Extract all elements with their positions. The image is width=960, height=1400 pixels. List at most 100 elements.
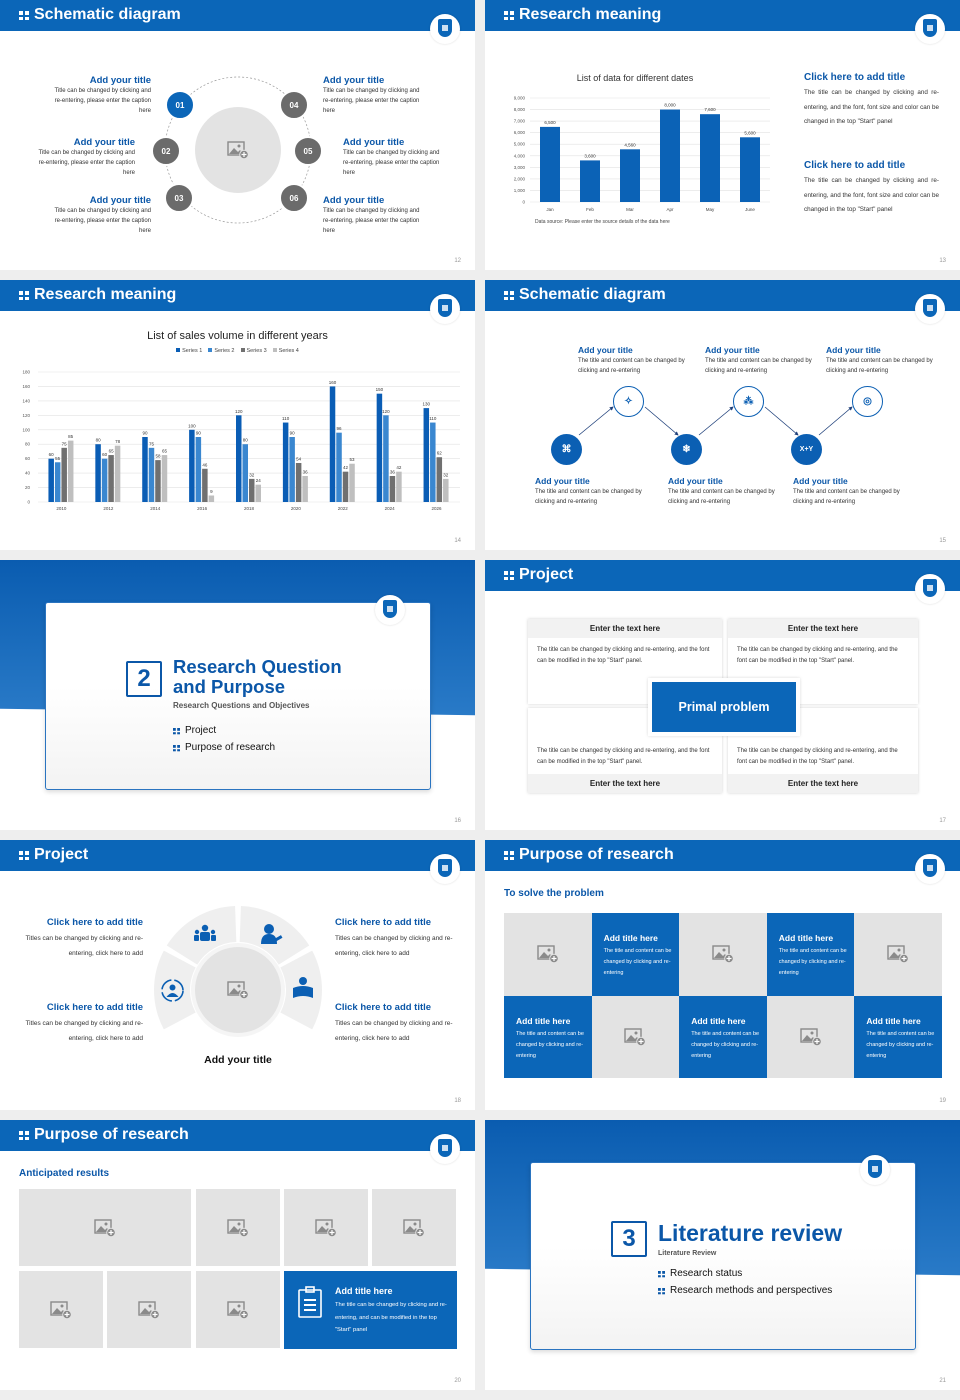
image-placeholder[interactable] bbox=[284, 1189, 368, 1266]
section-bullet[interactable]: Purpose of research bbox=[173, 742, 275, 753]
text-tile[interactable]: Add title here The title and content can … bbox=[854, 995, 942, 1078]
block-title[interactable]: Click here to add title bbox=[804, 160, 906, 171]
block-title[interactable]: Click here to add title bbox=[335, 1002, 432, 1013]
block-body: Title can be changed by clicking and re-… bbox=[323, 208, 420, 234]
block-title: Add your title bbox=[705, 345, 760, 355]
section-title-line2: and Purpose bbox=[173, 676, 286, 697]
section-card: 3 Literature review Literature Review Re… bbox=[530, 1155, 916, 1350]
center-image-placeholder[interactable] bbox=[195, 107, 281, 193]
center-image-placeholder[interactable] bbox=[195, 947, 281, 1033]
slide-20[interactable]: Purpose of research Anticipated results … bbox=[0, 1120, 475, 1390]
image-placeholder-icon bbox=[50, 1300, 72, 1319]
x-tick-label: Mar bbox=[626, 207, 634, 212]
x-tick-label: Feb bbox=[586, 207, 594, 212]
x-tick-label: May bbox=[706, 207, 715, 212]
image-placeholder[interactable] bbox=[372, 1189, 456, 1266]
page-number: 15 bbox=[939, 538, 946, 544]
image-placeholder[interactable] bbox=[19, 1189, 191, 1266]
bar-value-label: 54 bbox=[296, 457, 302, 462]
slide-21-section[interactable]: 3 Literature review Literature Review Re… bbox=[485, 1120, 960, 1390]
y-tick-label: 140 bbox=[22, 398, 30, 403]
image-placeholder-icon bbox=[138, 1300, 160, 1319]
image-placeholder[interactable] bbox=[504, 913, 592, 996]
image-placeholder[interactable] bbox=[196, 1271, 280, 1348]
bar-series-4 bbox=[396, 471, 402, 502]
block-title[interactable]: Click here to add title bbox=[46, 1002, 143, 1013]
bar-series-2 bbox=[242, 444, 248, 502]
data-source-note: Data source: Please enter the source det… bbox=[535, 219, 670, 225]
image-placeholder[interactable] bbox=[854, 913, 942, 996]
block-body: Titles can be changed by clicking and re… bbox=[335, 1020, 453, 1042]
arrow bbox=[818, 406, 853, 436]
image-placeholder[interactable] bbox=[766, 995, 855, 1078]
tile-body: The title and content can be changed by … bbox=[866, 1030, 935, 1059]
block-title[interactable]: Click here to add title bbox=[804, 72, 906, 83]
text-card[interactable]: The title can be changed by clicking and… bbox=[728, 708, 918, 793]
image-placeholder[interactable] bbox=[196, 1189, 280, 1266]
bar-series-2 bbox=[195, 437, 202, 502]
block-title[interactable]: Click here to add title bbox=[46, 917, 143, 928]
bullet-text: Project bbox=[185, 725, 217, 736]
image-placeholder[interactable] bbox=[19, 1271, 103, 1348]
molecule-icon: ⁂ bbox=[733, 386, 764, 417]
bar-value-label: 6,500 bbox=[544, 120, 556, 125]
section-bullet[interactable]: Project bbox=[173, 725, 216, 736]
card-body: The title can be changed by clicking and… bbox=[537, 647, 710, 664]
text-tile[interactable]: Add title here The title and content can … bbox=[766, 913, 855, 996]
step-circle-06: 06 bbox=[279, 183, 309, 213]
y-tick-label: 7,000 bbox=[514, 119, 526, 124]
bar-series-1 bbox=[236, 415, 242, 502]
block-body: The title and content can be changed by … bbox=[826, 358, 933, 374]
text-block: Click here to add title Titles can be cha… bbox=[21, 917, 143, 961]
section-subtitle: Anticipated results bbox=[19, 1168, 110, 1179]
slide-16-section[interactable]: 2 Research Question and Purpose Research… bbox=[0, 560, 475, 830]
slide-12[interactable]: Schematic diagram 01 02 03 04 05 06 Add … bbox=[0, 0, 475, 270]
text-block: Add your title The title and content can … bbox=[826, 345, 946, 376]
bar-value-label: 5,600 bbox=[744, 130, 756, 135]
block-title[interactable]: Click here to add title bbox=[335, 917, 432, 928]
slide-14[interactable]: Research meaning List of sales volume in… bbox=[0, 280, 475, 550]
y-tick-label: 5,000 bbox=[514, 142, 526, 147]
slide-13[interactable]: Research meaning List of data for differ… bbox=[485, 0, 960, 270]
university-logo bbox=[860, 1155, 890, 1185]
bar-series-2 bbox=[101, 458, 108, 502]
slide-15[interactable]: Schematic diagram ⌘ ✧ ❄ ⁂ X+Y ◎ Add your… bbox=[485, 280, 960, 550]
text-block-02: Add your title Title can be changed by cl… bbox=[31, 137, 135, 178]
text-block-2: Click here to add title The title can be … bbox=[804, 160, 939, 218]
text-tile[interactable]: Add title here The title can be changed b… bbox=[284, 1271, 457, 1349]
x-tick-label: 2012 bbox=[103, 506, 114, 511]
text-tile[interactable]: Add title here The title and content can … bbox=[591, 913, 680, 996]
bar-series-4 bbox=[349, 463, 355, 502]
slide-18[interactable]: Project Click here to add title Titles ca… bbox=[0, 840, 475, 1110]
bar-series-3 bbox=[436, 457, 443, 502]
bar-value-label: 110 bbox=[429, 416, 437, 421]
section-subtitle: Research Questions and Objectives bbox=[173, 701, 310, 710]
step-circle-05: 05 bbox=[293, 136, 323, 166]
image-placeholder[interactable] bbox=[591, 995, 680, 1078]
bar-series-1 bbox=[95, 444, 101, 502]
bar-series-3 bbox=[202, 468, 208, 502]
bar-value-label: 8,000 bbox=[664, 103, 676, 108]
page-number: 14 bbox=[454, 538, 461, 544]
bar-series-4 bbox=[302, 476, 308, 502]
section-bullet[interactable]: Research status bbox=[658, 1268, 742, 1279]
image-placeholder-icon bbox=[227, 981, 249, 1000]
bullet-text: Research methods and perspectives bbox=[670, 1285, 833, 1296]
image-placeholder[interactable] bbox=[679, 913, 767, 996]
bar-value-label: 4,560 bbox=[624, 142, 636, 147]
text-block-04: Add your title Title can be changed by cl… bbox=[323, 75, 423, 116]
block-body: Title can be changed by clicking and re-… bbox=[343, 150, 440, 176]
text-tile[interactable]: Add title here The title and content can … bbox=[504, 995, 592, 1078]
x-tick-label: 2016 bbox=[197, 506, 208, 511]
chart-title: List of data for different dates bbox=[576, 73, 694, 83]
slide-header: Purpose of research bbox=[485, 840, 960, 871]
block-body: The title and content can be changed by … bbox=[535, 489, 642, 505]
image-placeholder[interactable] bbox=[107, 1271, 191, 1348]
text-tile[interactable]: Add title here The title and content can … bbox=[679, 995, 767, 1078]
section-bullet[interactable]: Research methods and perspectives bbox=[658, 1285, 832, 1296]
y-tick-label: 20 bbox=[25, 485, 31, 490]
bar-value-label: 78 bbox=[115, 439, 121, 444]
slide-17[interactable]: Project Enter the text here The title can… bbox=[485, 560, 960, 830]
slide-19[interactable]: Purpose of research To solve the problem… bbox=[485, 840, 960, 1110]
primal-problem-box[interactable]: Primal problem bbox=[652, 682, 796, 732]
